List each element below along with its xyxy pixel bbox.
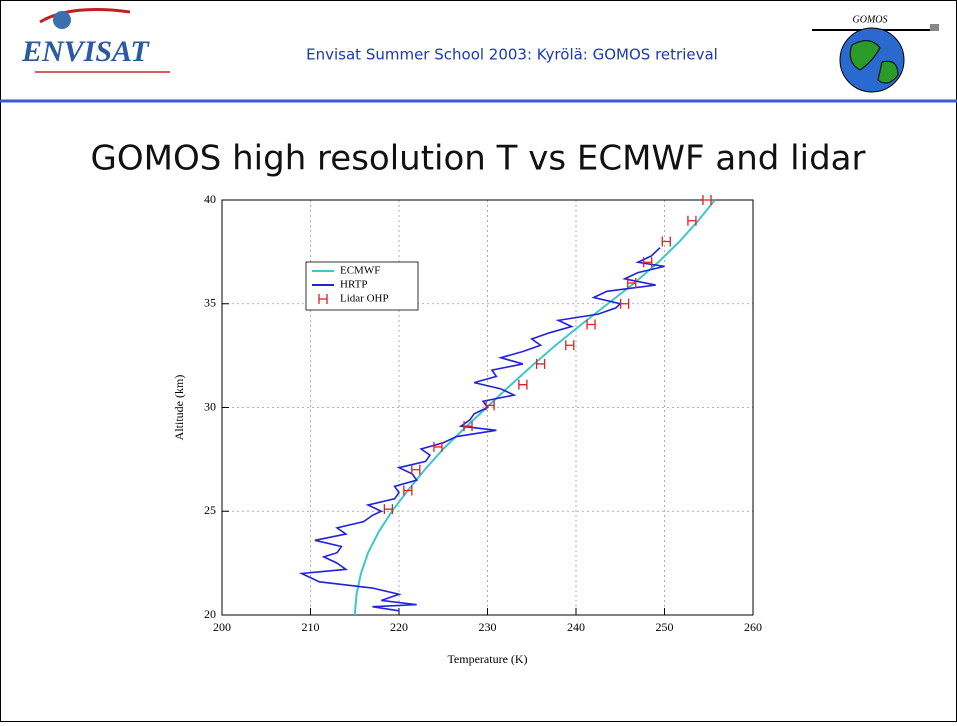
envisat-logo: ENVISAT [21, 8, 170, 73]
lidar-marker [687, 215, 697, 226]
plot-frame [221, 199, 754, 616]
x-tick-label: 230 [479, 620, 497, 634]
x-axis-label: Temperature (K) [447, 652, 527, 666]
series-line [298, 247, 665, 612]
lidar-marker [463, 421, 473, 432]
legend-marker [318, 294, 328, 304]
x-tick-label: 240 [567, 620, 585, 634]
x-tick-label: 260 [744, 620, 762, 634]
logo-text: ENVISAT [21, 35, 150, 68]
lidar-marker [620, 298, 630, 309]
lidar-marker [433, 441, 443, 452]
lidar-marker [411, 464, 421, 475]
x-tick-label: 220 [390, 620, 408, 634]
lidar-marker [702, 195, 712, 205]
x-tick-label: 210 [302, 620, 320, 634]
legend-label: HRTP [340, 279, 367, 291]
lidar-marker [643, 257, 653, 268]
y-tick-label: 35 [204, 296, 216, 310]
gomos-logo: GOMOS [812, 14, 939, 93]
y-tick-label: 20 [204, 607, 216, 621]
lidar-marker [535, 358, 546, 369]
header-title: Envisat Summer School 2003: Kyrölä: GOMO… [306, 46, 718, 64]
legend-label: ECMWF [340, 265, 380, 277]
chart: 200 210 220 230 240 250 260 20 25 30 35 40 Temperatu… [172, 192, 762, 666]
lidar-marker [586, 319, 596, 330]
legend-label: Lidar OHP [340, 293, 389, 305]
slide-title: GOMOS high resolution T vs ECMWF and lid… [91, 139, 866, 179]
lidar-marker [485, 400, 495, 411]
lidar-marker [518, 379, 528, 390]
lidar-marker [627, 278, 637, 288]
y-axis-label: Altitude (km) [172, 375, 186, 441]
lidar-marker [661, 236, 671, 247]
lidar-marker [383, 504, 394, 515]
x-tick-label: 200 [213, 620, 231, 634]
y-tick-label: 25 [204, 503, 216, 517]
y-tick-label: 40 [204, 192, 216, 206]
y-tick-label: 30 [204, 399, 216, 413]
x-tick-label: 250 [656, 620, 674, 634]
lidar-marker [565, 340, 575, 351]
lidar-marker [403, 485, 413, 496]
logo-text: GOMOS [853, 14, 888, 25]
